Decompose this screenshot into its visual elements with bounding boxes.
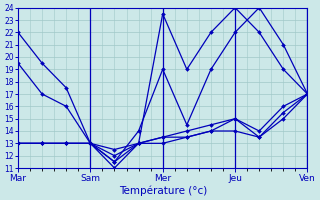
X-axis label: Température (°c): Température (°c) (119, 185, 207, 196)
